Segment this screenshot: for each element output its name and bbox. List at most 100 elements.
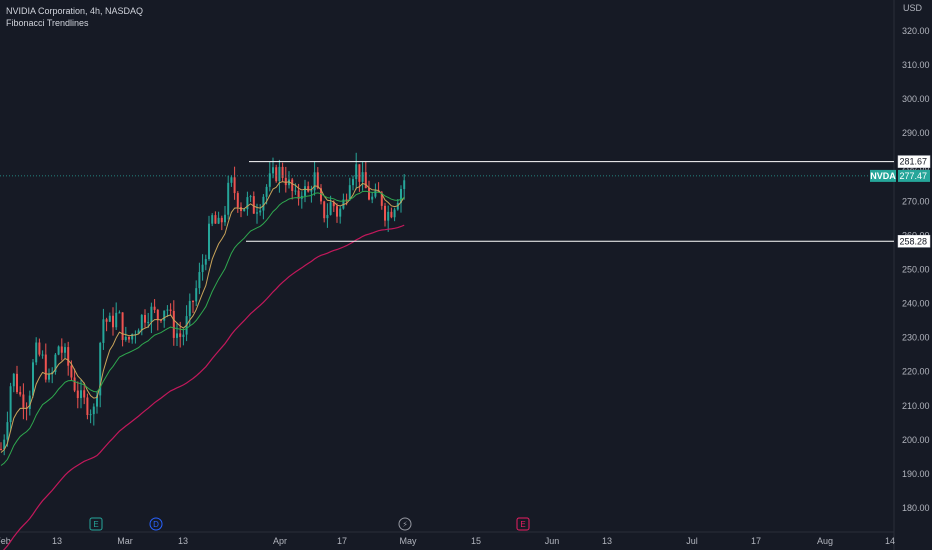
- candle-body: [128, 336, 130, 340]
- candle-body: [214, 215, 217, 224]
- candle-body: [137, 330, 140, 334]
- candle-body: [336, 206, 338, 217]
- candle-body: [102, 319, 105, 343]
- candle-body: [86, 397, 89, 416]
- candle-body: [265, 186, 268, 197]
- candle-body: [211, 215, 214, 224]
- candle-body: [387, 211, 390, 221]
- last-price-label: 277.47: [899, 171, 927, 181]
- candle-body: [64, 347, 66, 353]
- y-tick-label: 220.00: [902, 367, 930, 377]
- ema-fast-line: [0, 181, 405, 453]
- candle-body: [12, 373, 15, 387]
- last-price-box: [898, 169, 930, 182]
- candle-body: [163, 310, 166, 321]
- candle-body: [371, 196, 374, 200]
- candle-body: [108, 315, 111, 322]
- x-tick-label: 13: [178, 536, 188, 546]
- candle-body: [339, 208, 342, 217]
- candle-body: [0, 448, 2, 450]
- candle-body: [153, 306, 156, 310]
- candle-body: [32, 362, 34, 396]
- candle-body: [150, 306, 153, 322]
- ticker-badge: [870, 169, 896, 182]
- candle-body: [268, 173, 271, 187]
- y-tick-label: 210.00: [902, 401, 930, 411]
- x-tick-label: Aug: [817, 536, 833, 546]
- candle-body: [384, 205, 386, 221]
- candle-body: [179, 333, 182, 337]
- candle-body: [160, 319, 162, 321]
- candle-body: [217, 217, 220, 224]
- candle-body: [28, 395, 31, 409]
- candle-body: [256, 212, 258, 214]
- candle-body: [169, 309, 172, 311]
- candle-body: [105, 319, 108, 322]
- candle-body: [332, 202, 335, 207]
- candle-body: [377, 190, 380, 193]
- candle-body: [131, 334, 134, 340]
- candle-body: [252, 196, 255, 214]
- event-marker-label: D: [153, 520, 159, 529]
- candle-body: [9, 386, 12, 423]
- y-tick-label: 200.00: [902, 435, 930, 445]
- x-tick-label: 17: [337, 536, 347, 546]
- ema-mid-line: [0, 190, 405, 466]
- candle-body: [115, 312, 118, 328]
- candle-body: [307, 186, 310, 192]
- split-event-icon[interactable]: [398, 517, 412, 531]
- candle-body: [124, 336, 127, 340]
- candle-body: [275, 167, 278, 182]
- candle-body: [313, 172, 316, 191]
- candle-body: [3, 439, 6, 450]
- candle-body: [6, 422, 9, 440]
- candle-body: [259, 210, 262, 213]
- event-marker-label: E: [520, 520, 525, 529]
- candle-body: [80, 390, 82, 399]
- candle-body: [374, 190, 377, 197]
- earnings-event-icon[interactable]: [516, 517, 530, 531]
- x-tick-label: Jun: [545, 536, 560, 546]
- y-tick-label: 250.00: [902, 265, 930, 275]
- candle-body: [198, 272, 201, 289]
- candle-body: [16, 373, 18, 393]
- support-price-label-box: [897, 235, 931, 248]
- y-tick-label: 240.00: [902, 299, 930, 309]
- candle-body: [310, 190, 313, 192]
- candle-body: [345, 199, 348, 201]
- y-tick-label: 320.00: [902, 26, 930, 36]
- candle-body: [320, 188, 322, 202]
- dividend-event-icon[interactable]: [149, 517, 163, 531]
- candle-body: [329, 202, 332, 215]
- candle-body: [243, 209, 246, 211]
- earnings-event-icon[interactable]: [89, 517, 103, 531]
- candle-body: [278, 166, 281, 182]
- candle-body: [284, 177, 287, 186]
- x-tick-label: 13: [602, 536, 612, 546]
- candle-body: [316, 172, 319, 189]
- candle-body: [403, 180, 406, 190]
- candle-body: [352, 179, 354, 186]
- candle-body: [294, 190, 297, 192]
- x-tick-label: Mar: [117, 536, 133, 546]
- candle-body: [76, 390, 79, 399]
- candle-body: [112, 315, 114, 328]
- candle-body: [236, 193, 239, 208]
- candle-body: [233, 177, 236, 194]
- candle-body: [176, 333, 178, 338]
- candle-body: [230, 177, 233, 183]
- chart-legend: NVIDIA Corporation, 4h, NASDAQ Fibonacci…: [6, 5, 143, 29]
- candle-body: [249, 196, 252, 198]
- candle-body: [358, 164, 361, 182]
- candle-body: [92, 406, 95, 415]
- candle-body: [326, 214, 329, 219]
- candle-body: [166, 309, 169, 311]
- x-tick-label: 15: [471, 536, 481, 546]
- y-tick-label: 190.00: [902, 469, 930, 479]
- y-tick-label: 230.00: [902, 333, 930, 343]
- event-marker-label: E: [93, 520, 98, 529]
- candle-body: [393, 209, 396, 218]
- candle-body: [54, 354, 57, 372]
